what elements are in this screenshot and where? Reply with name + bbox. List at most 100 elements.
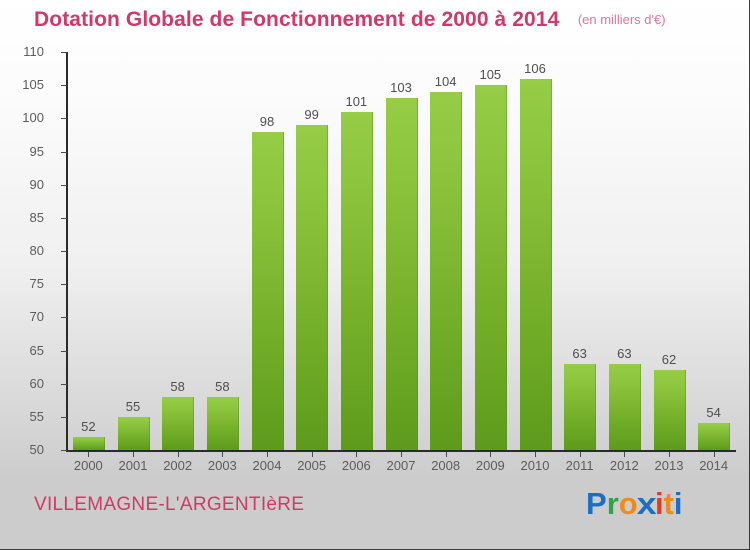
x-axis-tick bbox=[445, 452, 447, 457]
y-axis-tick bbox=[61, 317, 67, 319]
logo-letter-i-4: i bbox=[654, 486, 664, 521]
logo-letter-o-2: o bbox=[618, 486, 638, 521]
x-axis-tick bbox=[535, 452, 536, 457]
x-axis-tick bbox=[624, 452, 626, 457]
x-axis-tick bbox=[133, 452, 134, 457]
x-axis-tick bbox=[177, 452, 179, 457]
x-axis-label-2000: 2000 bbox=[73, 458, 103, 473]
y-axis-tick-label: 110 bbox=[23, 44, 44, 59]
x-axis-label-2013: 2013 bbox=[654, 458, 684, 473]
y-axis-tick bbox=[61, 251, 67, 252]
bar-value-label: 55 bbox=[125, 398, 141, 414]
bar-value-label: 58 bbox=[170, 378, 185, 394]
page-title: Dotation Globale de Fonctionnement de 20… bbox=[34, 8, 560, 31]
y-axis-tick bbox=[61, 52, 67, 53]
proxiti-logo[interactable]: Proxiti bbox=[586, 486, 683, 522]
y-axis-tick bbox=[61, 217, 67, 219]
logo-letter-x-3: x bbox=[636, 486, 657, 521]
y-axis-tick bbox=[61, 350, 67, 352]
y-axis-tick bbox=[61, 284, 67, 286]
y-axis-tick-label: 50 bbox=[29, 442, 44, 457]
x-axis-label-2007: 2007 bbox=[386, 458, 416, 473]
bar-2006[interactable] bbox=[340, 111, 373, 450]
y-axis-tick bbox=[61, 184, 67, 186]
bar-value-label: 63 bbox=[572, 345, 587, 361]
x-axis-label-2005: 2005 bbox=[297, 458, 327, 473]
x-axis-tick bbox=[222, 452, 224, 457]
y-axis-tick bbox=[61, 85, 67, 87]
y-axis-tick bbox=[61, 151, 67, 153]
y-axis-tick-label: 55 bbox=[29, 408, 44, 424]
bar-value-label: 106 bbox=[524, 60, 546, 76]
bar-2009[interactable] bbox=[474, 85, 507, 450]
y-axis-tick bbox=[61, 450, 67, 451]
bar-2003[interactable] bbox=[206, 396, 239, 450]
x-axis-line bbox=[66, 450, 736, 452]
x-axis-label-2004: 2004 bbox=[252, 458, 282, 473]
x-axis-tick bbox=[356, 452, 358, 457]
x-axis-tick bbox=[579, 452, 581, 457]
bar-value-label: 104 bbox=[434, 73, 457, 89]
y-axis-tick bbox=[61, 118, 67, 120]
bar-2007[interactable] bbox=[385, 98, 418, 450]
bar-value-label: 54 bbox=[706, 405, 721, 421]
bar-value-label: 98 bbox=[259, 113, 275, 129]
chart-header: Dotation Globale de Fonctionnement de 20… bbox=[34, 8, 666, 32]
x-axis-label-2010: 2010 bbox=[520, 458, 550, 473]
x-axis-tick bbox=[267, 452, 268, 457]
bar-2010[interactable] bbox=[519, 78, 552, 450]
x-axis-label-2011: 2011 bbox=[565, 458, 594, 473]
bar-2011[interactable] bbox=[564, 363, 597, 450]
y-axis-tick-label: 65 bbox=[29, 342, 44, 358]
x-axis-tick bbox=[88, 452, 90, 457]
bar-2002[interactable] bbox=[162, 396, 195, 450]
x-axis-label-2003: 2003 bbox=[207, 458, 237, 473]
logo-letter-i-6: i bbox=[673, 486, 683, 521]
bar-value-label: 99 bbox=[304, 106, 319, 122]
bar-value-label: 52 bbox=[81, 418, 96, 434]
y-axis-tick bbox=[61, 383, 67, 385]
commune-name: VILLEMAGNE-L'ARGENTIèRE bbox=[34, 494, 305, 515]
y-axis-tick-label: 70 bbox=[29, 309, 44, 325]
y-axis-tick-label: 105 bbox=[22, 77, 44, 93]
y-axis-tick-label: 60 bbox=[29, 375, 44, 391]
x-axis-tick bbox=[311, 452, 313, 457]
footer-bar: VILLEMAGNE-L'ARGENTIèRE Proxiti bbox=[0, 478, 749, 549]
x-axis-tick bbox=[713, 452, 715, 457]
bar-value-label: 105 bbox=[479, 67, 502, 83]
bar-2014[interactable] bbox=[698, 423, 731, 450]
y-axis-tick-label: 95 bbox=[29, 143, 44, 159]
bar-value-label: 103 bbox=[390, 80, 412, 96]
y-axis-tick-label: 100 bbox=[22, 110, 44, 126]
x-axis-label-2001: 2001 bbox=[118, 458, 148, 473]
bar-2004[interactable] bbox=[251, 131, 284, 450]
bar-2008[interactable] bbox=[430, 91, 463, 450]
bar-value-label: 62 bbox=[661, 352, 677, 368]
chart-card: Dotation Globale de Fonctionnement de 20… bbox=[0, 0, 749, 478]
logo-letter-r-1: r bbox=[606, 486, 619, 521]
y-axis-tick-label: 75 bbox=[29, 276, 44, 292]
bar-2000[interactable] bbox=[72, 436, 105, 450]
x-axis-label-2012: 2012 bbox=[609, 458, 639, 473]
bar-2005[interactable] bbox=[296, 124, 329, 450]
y-axis-line bbox=[66, 52, 68, 451]
x-axis-label-2002: 2002 bbox=[163, 458, 193, 473]
bar-2001[interactable] bbox=[117, 416, 150, 450]
bar-2012[interactable] bbox=[608, 363, 641, 450]
x-axis-tick bbox=[401, 452, 402, 457]
bar-value-label: 101 bbox=[345, 93, 368, 109]
x-axis-tick bbox=[669, 452, 670, 457]
y-axis-tick-label: 90 bbox=[29, 176, 44, 192]
plot-area: 50 55 60 65 70 75 80 85 90 95 100 105 110 2000 2001 20… bbox=[22, 44, 736, 473]
logo-letter-t-5: t bbox=[663, 486, 674, 521]
x-axis-label-2008: 2008 bbox=[431, 458, 461, 473]
y-axis-tick bbox=[61, 416, 67, 418]
bar-value-label: 58 bbox=[215, 378, 230, 394]
x-axis-label-2009: 2009 bbox=[475, 458, 505, 473]
bar-2013[interactable] bbox=[653, 370, 686, 450]
chart-subtitle: (en milliers d'€) bbox=[577, 12, 666, 27]
x-axis-tick bbox=[490, 452, 492, 457]
bar-value-label: 63 bbox=[617, 345, 632, 361]
y-axis-tick-label: 85 bbox=[29, 209, 44, 225]
